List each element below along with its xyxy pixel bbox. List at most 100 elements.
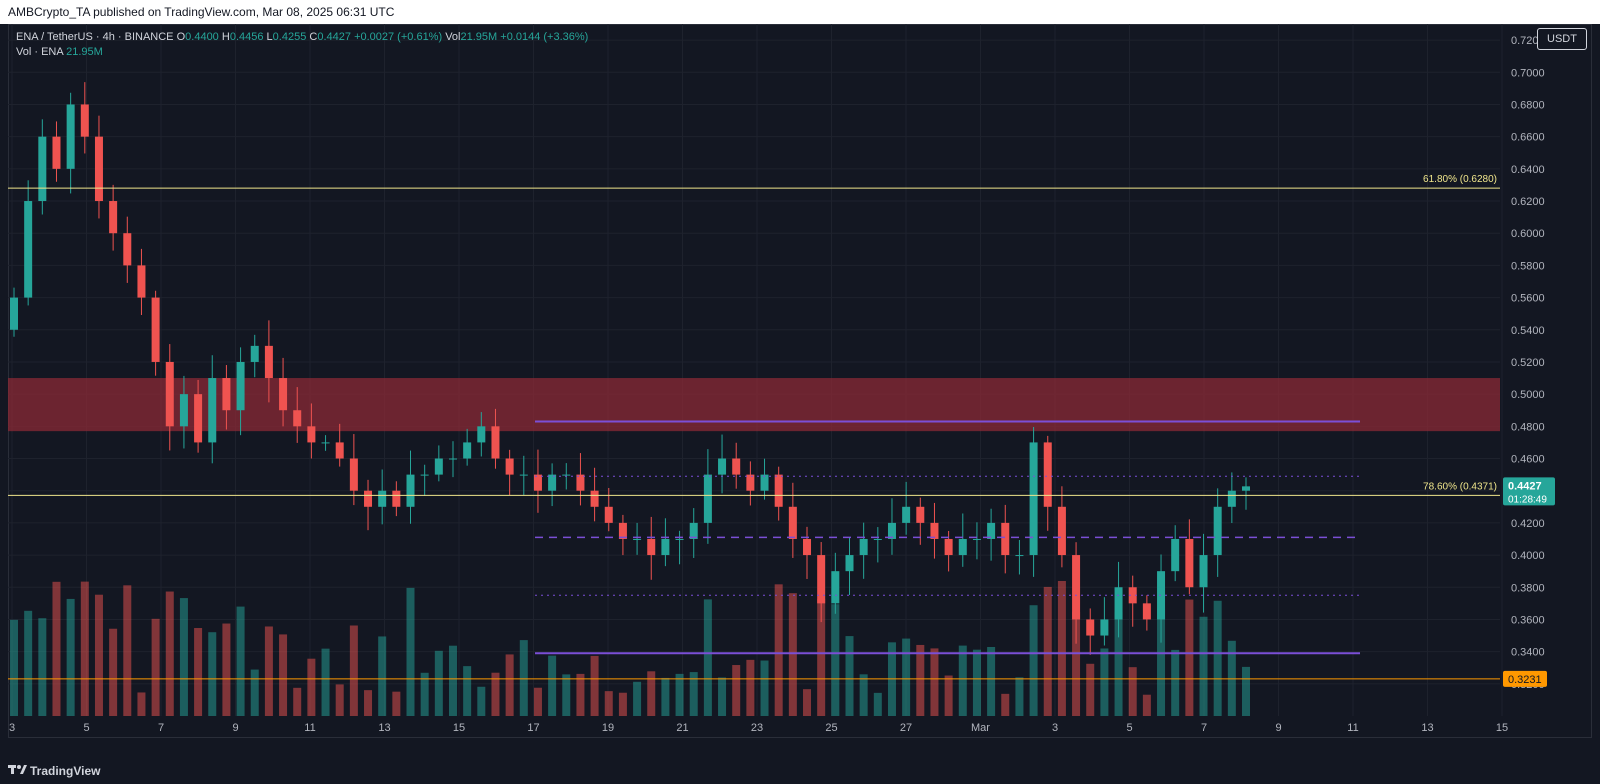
candle-body <box>477 426 486 443</box>
candle-body <box>902 506 911 523</box>
volume-bar <box>703 599 712 716</box>
candle-body <box>1072 555 1081 620</box>
candle-body <box>774 474 783 507</box>
candle-body <box>420 474 429 476</box>
candle-body <box>873 538 882 540</box>
supply-zone <box>8 378 1500 432</box>
volume-bar <box>1142 694 1151 716</box>
volume-bar <box>505 654 514 716</box>
volume-bar <box>845 636 854 716</box>
candle-body <box>307 426 316 443</box>
candle-body <box>349 458 358 491</box>
y-tick-label: 0.3400 <box>1511 647 1545 659</box>
volume-bar <box>944 675 953 716</box>
volume-bar <box>264 626 273 716</box>
candle-body <box>1001 522 1010 556</box>
candle-body <box>293 410 302 427</box>
candle-body <box>647 538 656 556</box>
y-tick-label: 0.7000 <box>1511 67 1545 79</box>
volume-bar <box>1015 677 1024 716</box>
volume-bar <box>732 665 741 716</box>
candle-body <box>548 474 557 491</box>
x-tick-label: 3 <box>9 722 15 734</box>
volume-bar <box>151 618 160 716</box>
volume-bar <box>1242 666 1250 716</box>
candle-body <box>236 361 245 411</box>
candle-body <box>972 538 981 540</box>
tradingview-logo-icon <box>8 765 27 774</box>
candle-body <box>321 442 330 444</box>
volume-legend-label[interactable]: Vol · ENA <box>16 46 64 58</box>
y-tick-label: 0.4000 <box>1511 550 1545 562</box>
candle-body <box>378 490 387 507</box>
volume-bar <box>817 598 826 716</box>
candle-body <box>66 104 75 169</box>
candle-body <box>1142 603 1151 620</box>
footer-bar: TradingView <box>0 758 1600 784</box>
candle-body <box>1213 506 1222 556</box>
candle-body <box>661 538 670 556</box>
y-tick-label: 0.3800 <box>1511 582 1545 594</box>
candle-body <box>165 361 174 427</box>
open-value: 0.4400 <box>185 31 219 43</box>
candle-body <box>10 297 18 330</box>
volume-bar <box>52 581 61 716</box>
x-tick-label: 27 <box>900 722 912 734</box>
price-chart[interactable]: 61.80% (0.6280)78.60% (0.4371) 0.72000.7… <box>0 24 1600 758</box>
y-tick-label: 0.6600 <box>1511 132 1545 144</box>
candle-body <box>463 442 472 459</box>
y-tick-label: 0.5200 <box>1511 357 1545 369</box>
currency-button[interactable]: USDT <box>1537 28 1587 50</box>
volume-bar <box>491 672 500 716</box>
volume-bar <box>420 672 429 716</box>
support-price-tag <box>1503 670 1547 687</box>
candle-body <box>434 458 443 475</box>
candle-body <box>448 458 457 460</box>
last-price-text: 0.4427 <box>1508 480 1542 492</box>
volume-bar <box>335 684 344 716</box>
y-tick-label: 0.5800 <box>1511 260 1545 272</box>
fib-label: 61.80% (0.6280) <box>1423 174 1497 185</box>
volume-bar <box>760 660 769 716</box>
candle-body <box>944 538 953 556</box>
volume-bar <box>208 632 217 716</box>
candle-body <box>137 265 146 298</box>
candle-body <box>788 506 797 539</box>
last-price-tag <box>1503 477 1555 506</box>
volume-bar <box>902 638 911 716</box>
candle-body <box>859 538 868 556</box>
volume-bar <box>1171 649 1180 716</box>
candle-body <box>987 522 996 539</box>
fib-label: 78.60% (0.4371) <box>1423 481 1497 492</box>
symbol-label[interactable]: ENA / TetherUS · 4h · BINANCE <box>16 31 174 43</box>
volume-bar <box>519 640 528 716</box>
candle-body <box>633 538 642 540</box>
volume-bar <box>1086 663 1095 716</box>
volume-bar <box>803 689 812 716</box>
change-value: +0.0027 (+0.61%) <box>354 31 443 43</box>
candle-body <box>1157 571 1166 620</box>
volume-bar <box>576 673 585 716</box>
volume-bar <box>788 593 797 716</box>
open-label: O <box>176 31 186 43</box>
x-tick-label: 17 <box>527 722 539 734</box>
volume-bar <box>38 618 47 716</box>
drawing-lines: 61.80% (0.6280) 78.60% (0.4371) <box>8 174 1500 680</box>
volume-bar <box>972 649 981 716</box>
candle-body <box>52 136 61 169</box>
volume-bar <box>434 650 443 716</box>
volume-bar <box>307 658 316 716</box>
x-tick-label: 15 <box>453 722 465 734</box>
candle-body <box>24 201 33 298</box>
x-tick-label: 19 <box>602 722 614 734</box>
volume-bar <box>392 691 401 716</box>
volume-bar <box>222 623 231 716</box>
y-tick-label: 0.5000 <box>1511 389 1545 401</box>
volume-bar <box>661 677 670 716</box>
volume-bar <box>1057 580 1066 716</box>
candle-body <box>335 442 344 459</box>
y-tick-label: 0.6000 <box>1511 228 1545 240</box>
volume-bar <box>1157 608 1166 716</box>
candle-body <box>1242 486 1250 491</box>
x-tick-label: 9 <box>232 722 238 734</box>
